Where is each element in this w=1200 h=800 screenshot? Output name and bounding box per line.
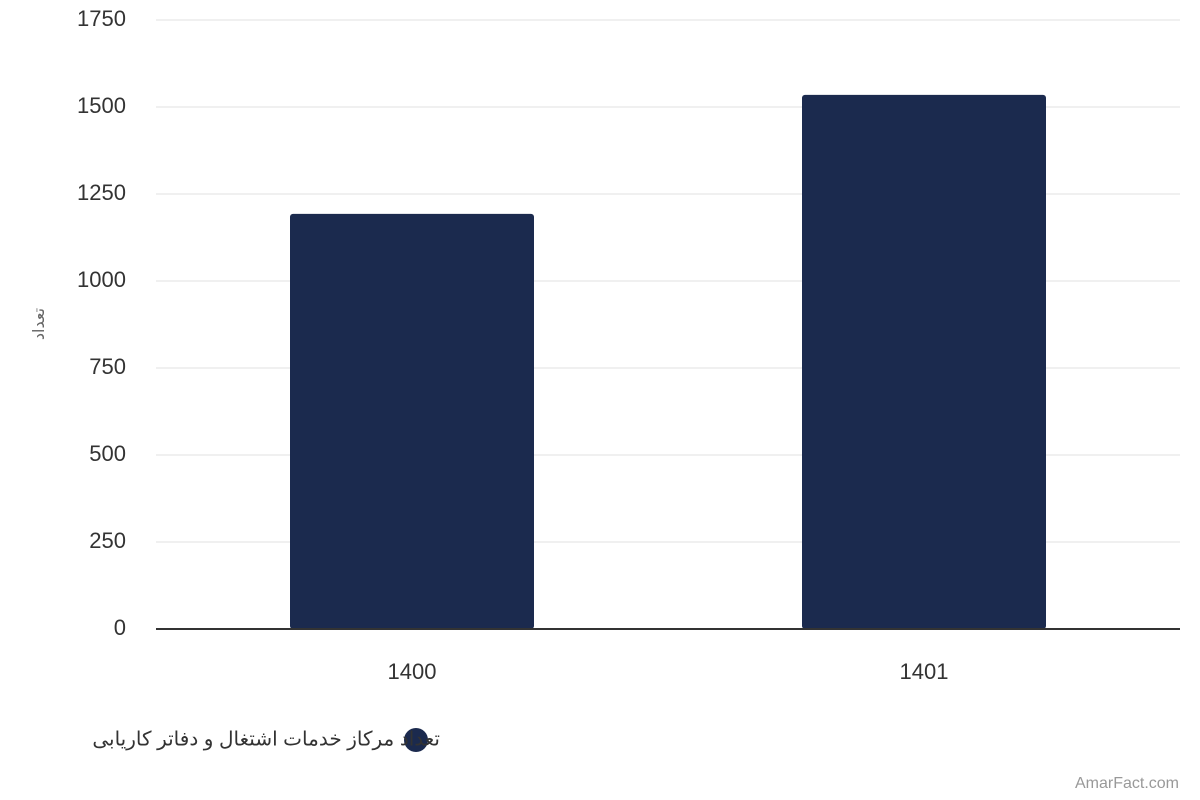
y-tick-label: 750 bbox=[89, 354, 126, 379]
y-tick-label: 1750 bbox=[77, 6, 126, 31]
y-tick-label: 1000 bbox=[77, 267, 126, 292]
y-tick-label: 250 bbox=[89, 528, 126, 553]
legend-marker bbox=[404, 728, 428, 752]
bar bbox=[802, 94, 1046, 629]
bar bbox=[290, 213, 534, 629]
y-tick-label: 1250 bbox=[77, 180, 126, 205]
y-axis-label: تعداد bbox=[31, 308, 48, 340]
y-tick-label: 500 bbox=[89, 441, 126, 466]
y-tick-label: 0 bbox=[114, 615, 126, 640]
x-tick-label: 1401 bbox=[900, 659, 949, 684]
legend-label[interactable]: تعداد مرکاز خدمات اشتغال و دفاتر کاریابی bbox=[92, 728, 440, 750]
x-tick-label: 1400 bbox=[388, 659, 437, 684]
credits[interactable]: AmarFact.com bbox=[1075, 775, 1179, 792]
y-tick-label: 1500 bbox=[77, 93, 126, 118]
